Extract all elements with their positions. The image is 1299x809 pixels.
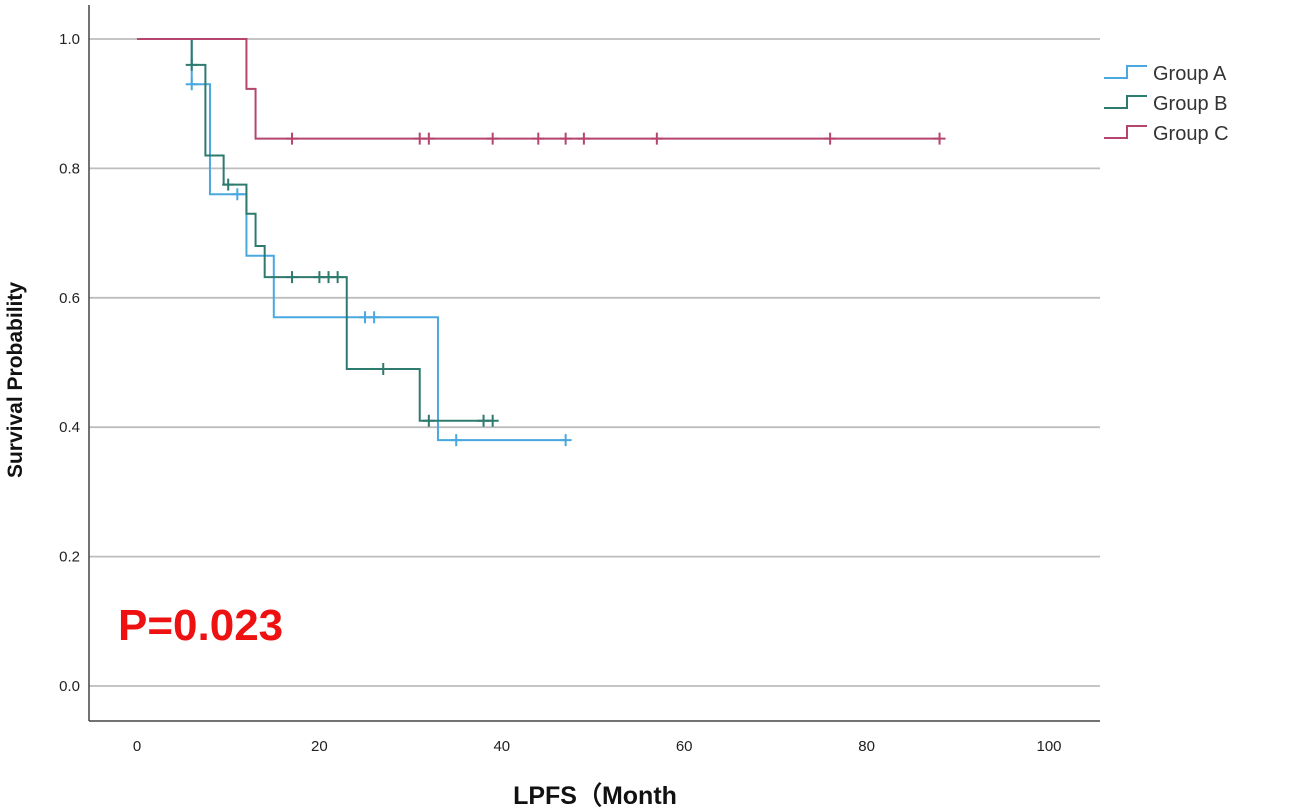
y-tick-label: 0.6 — [59, 290, 80, 307]
x-tick-label: 0 — [133, 738, 141, 755]
censor-mark — [933, 132, 946, 145]
censor-mark — [532, 132, 545, 145]
legend-label: Group B — [1153, 93, 1227, 115]
legend-label: Group A — [1153, 63, 1227, 85]
censor-mark — [486, 414, 499, 427]
x-tick-label: 60 — [676, 738, 693, 755]
censor-mark — [559, 434, 572, 447]
survival-curve — [137, 38, 566, 442]
legend-item: Group B — [1104, 93, 1227, 115]
censor-mark — [450, 434, 463, 447]
survival-curve — [137, 38, 940, 140]
tick-labels: 0.0 0.2 0.4 0.6 0.8 1.0 0 20 40 60 80 100 — [59, 31, 1061, 755]
censor-mark — [185, 78, 198, 91]
legend-label: Group C — [1153, 123, 1229, 145]
censor-mark — [286, 132, 299, 145]
censor-mark — [422, 132, 435, 145]
censor-mark — [377, 362, 390, 375]
gridlines — [89, 38, 1100, 687]
censor-mark — [577, 132, 590, 145]
legend-swatch — [1104, 125, 1147, 139]
censor-mark — [368, 311, 381, 324]
censor-mark — [231, 188, 244, 201]
series-group-b — [137, 38, 499, 427]
y-axis-title: Survival Probability — [4, 282, 27, 478]
survival-curve — [137, 38, 493, 422]
censor-mark — [286, 271, 299, 284]
legend-item: Group A — [1104, 63, 1227, 85]
x-tick-label: 20 — [311, 738, 328, 755]
legend-item: Group C — [1104, 123, 1229, 145]
censor-mark — [486, 132, 499, 145]
x-tick-label: 100 — [1036, 738, 1061, 755]
y-tick-label: 0.4 — [59, 419, 80, 436]
series-group-a — [137, 38, 572, 447]
x-tick-label: 80 — [858, 738, 875, 755]
legend-swatch — [1104, 95, 1147, 109]
y-tick-label: 0.2 — [59, 549, 80, 566]
y-tick-label: 0.8 — [59, 160, 80, 177]
x-tick-label: 40 — [493, 738, 510, 755]
censor-mark — [222, 178, 235, 191]
censor-mark — [331, 271, 344, 284]
legend-swatch — [1104, 65, 1147, 79]
p-value-annotation: P=0.023 — [118, 601, 283, 650]
legend: Group A Group B Group C — [1104, 63, 1229, 145]
censor-mark — [422, 414, 435, 427]
censor-mark — [559, 132, 572, 145]
censor-mark — [824, 132, 837, 145]
x-axis-title: LPFS（Month — [513, 781, 677, 809]
axes — [88, 5, 1100, 722]
y-tick-label: 1.0 — [59, 31, 80, 48]
series-group-c — [137, 38, 946, 145]
series-layer — [137, 38, 946, 447]
censor-mark — [185, 58, 198, 71]
y-tick-label: 0.0 — [59, 678, 80, 695]
censor-mark — [650, 132, 663, 145]
